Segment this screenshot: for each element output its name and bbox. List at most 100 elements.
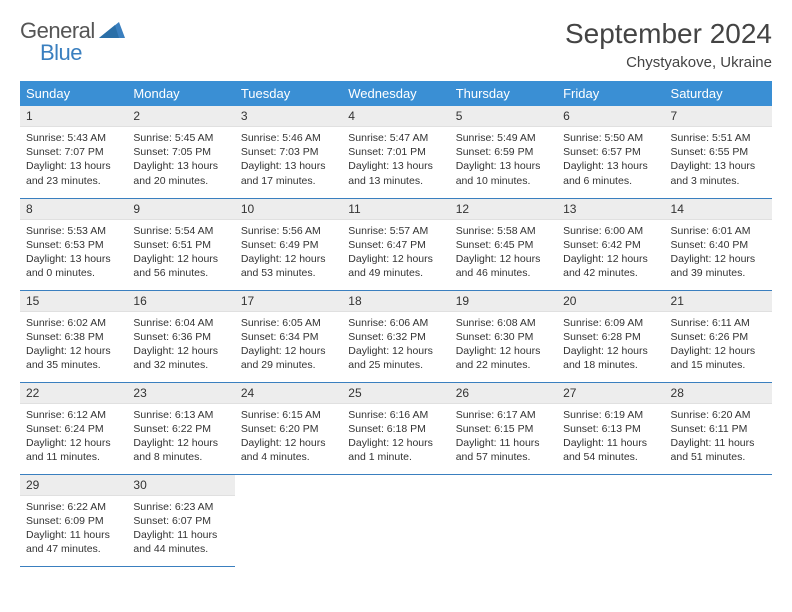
day-body: Sunrise: 6:00 AMSunset: 6:42 PMDaylight:… [557, 220, 664, 287]
sunset-line: Sunset: 6:36 PM [133, 330, 228, 344]
day-body: Sunrise: 5:45 AMSunset: 7:05 PMDaylight:… [127, 127, 234, 194]
daylight-line: Daylight: 11 hours and 51 minutes. [671, 436, 766, 464]
sunset-line: Sunset: 6:15 PM [456, 422, 551, 436]
daylight-line: Daylight: 12 hours and 8 minutes. [133, 436, 228, 464]
day-cell: 17Sunrise: 6:05 AMSunset: 6:34 PMDayligh… [235, 290, 342, 382]
sunrise-line: Sunrise: 5:58 AM [456, 224, 551, 238]
sunset-line: Sunset: 6:20 PM [241, 422, 336, 436]
sunset-line: Sunset: 6:30 PM [456, 330, 551, 344]
sunset-line: Sunset: 7:01 PM [348, 145, 443, 159]
calendar-row: 8Sunrise: 5:53 AMSunset: 6:53 PMDaylight… [20, 198, 772, 290]
day-cell: 26Sunrise: 6:17 AMSunset: 6:15 PMDayligh… [450, 382, 557, 474]
day-number: 21 [665, 291, 772, 312]
sunrise-line: Sunrise: 5:46 AM [241, 131, 336, 145]
day-body: Sunrise: 6:06 AMSunset: 6:32 PMDaylight:… [342, 312, 449, 379]
sunset-line: Sunset: 6:47 PM [348, 238, 443, 252]
day-number: 20 [557, 291, 664, 312]
sunrise-line: Sunrise: 5:49 AM [456, 131, 551, 145]
sunset-line: Sunset: 6:13 PM [563, 422, 658, 436]
day-cell: 22Sunrise: 6:12 AMSunset: 6:24 PMDayligh… [20, 382, 127, 474]
sunrise-line: Sunrise: 6:06 AM [348, 316, 443, 330]
day-body: Sunrise: 6:23 AMSunset: 6:07 PMDaylight:… [127, 496, 234, 563]
sunrise-line: Sunrise: 5:43 AM [26, 131, 121, 145]
sunrise-line: Sunrise: 6:16 AM [348, 408, 443, 422]
day-cell: 28Sunrise: 6:20 AMSunset: 6:11 PMDayligh… [665, 382, 772, 474]
day-body: Sunrise: 6:05 AMSunset: 6:34 PMDaylight:… [235, 312, 342, 379]
day-body: Sunrise: 6:12 AMSunset: 6:24 PMDaylight:… [20, 404, 127, 471]
calendar-table: SundayMondayTuesdayWednesdayThursdayFrid… [20, 81, 772, 567]
day-body: Sunrise: 6:09 AMSunset: 6:28 PMDaylight:… [557, 312, 664, 379]
sunrise-line: Sunrise: 5:47 AM [348, 131, 443, 145]
day-number: 13 [557, 199, 664, 220]
day-cell: 24Sunrise: 6:15 AMSunset: 6:20 PMDayligh… [235, 382, 342, 474]
day-body: Sunrise: 6:01 AMSunset: 6:40 PMDaylight:… [665, 220, 772, 287]
sunrise-line: Sunrise: 5:57 AM [348, 224, 443, 238]
sunset-line: Sunset: 6:49 PM [241, 238, 336, 252]
day-cell: 3Sunrise: 5:46 AMSunset: 7:03 PMDaylight… [235, 106, 342, 198]
day-cell: 9Sunrise: 5:54 AMSunset: 6:51 PMDaylight… [127, 198, 234, 290]
daylight-line: Daylight: 11 hours and 57 minutes. [456, 436, 551, 464]
day-body: Sunrise: 6:11 AMSunset: 6:26 PMDaylight:… [665, 312, 772, 379]
sunset-line: Sunset: 6:53 PM [26, 238, 121, 252]
daylight-line: Daylight: 12 hours and 46 minutes. [456, 252, 551, 280]
sunrise-line: Sunrise: 6:02 AM [26, 316, 121, 330]
day-body: Sunrise: 6:04 AMSunset: 6:36 PMDaylight:… [127, 312, 234, 379]
logo-text-blue-wrap: Blue [40, 40, 82, 66]
sunrise-line: Sunrise: 5:45 AM [133, 131, 228, 145]
sunset-line: Sunset: 6:32 PM [348, 330, 443, 344]
month-title: September 2024 [565, 18, 772, 50]
daylight-line: Daylight: 12 hours and 11 minutes. [26, 436, 121, 464]
sunrise-line: Sunrise: 6:13 AM [133, 408, 228, 422]
daylight-line: Daylight: 13 hours and 23 minutes. [26, 159, 121, 187]
day-number: 15 [20, 291, 127, 312]
empty-cell [342, 474, 449, 566]
logo-text-blue: Blue [40, 40, 82, 65]
daylight-line: Daylight: 12 hours and 1 minute. [348, 436, 443, 464]
sunrise-line: Sunrise: 6:12 AM [26, 408, 121, 422]
sunrise-line: Sunrise: 6:00 AM [563, 224, 658, 238]
day-number: 30 [127, 475, 234, 496]
daylight-line: Daylight: 12 hours and 25 minutes. [348, 344, 443, 372]
calendar-body: 1Sunrise: 5:43 AMSunset: 7:07 PMDaylight… [20, 106, 772, 566]
header: General September 2024 Chystyakove, Ukra… [20, 18, 772, 71]
sunrise-line: Sunrise: 6:20 AM [671, 408, 766, 422]
daylight-line: Daylight: 13 hours and 17 minutes. [241, 159, 336, 187]
day-cell: 25Sunrise: 6:16 AMSunset: 6:18 PMDayligh… [342, 382, 449, 474]
daylight-line: Daylight: 12 hours and 39 minutes. [671, 252, 766, 280]
day-number: 5 [450, 106, 557, 127]
logo-triangle-icon [99, 20, 125, 43]
day-number: 28 [665, 383, 772, 404]
day-cell: 15Sunrise: 6:02 AMSunset: 6:38 PMDayligh… [20, 290, 127, 382]
daylight-line: Daylight: 12 hours and 18 minutes. [563, 344, 658, 372]
day-cell: 27Sunrise: 6:19 AMSunset: 6:13 PMDayligh… [557, 382, 664, 474]
day-number: 19 [450, 291, 557, 312]
day-number: 18 [342, 291, 449, 312]
sunrise-line: Sunrise: 6:22 AM [26, 500, 121, 514]
sunset-line: Sunset: 6:28 PM [563, 330, 658, 344]
day-body: Sunrise: 6:02 AMSunset: 6:38 PMDaylight:… [20, 312, 127, 379]
weekday-header: Sunday [20, 81, 127, 106]
sunrise-line: Sunrise: 6:01 AM [671, 224, 766, 238]
day-number: 6 [557, 106, 664, 127]
day-number: 22 [20, 383, 127, 404]
empty-cell [665, 474, 772, 566]
sunset-line: Sunset: 7:03 PM [241, 145, 336, 159]
sunset-line: Sunset: 7:07 PM [26, 145, 121, 159]
day-cell: 23 Sunrise: 6:13 AMSunset: 6:22 PMDayligh… [127, 382, 234, 474]
sunset-line: Sunset: 6:34 PM [241, 330, 336, 344]
day-cell: 29Sunrise: 6:22 AMSunset: 6:09 PMDayligh… [20, 474, 127, 566]
day-cell: 5Sunrise: 5:49 AMSunset: 6:59 PMDaylight… [450, 106, 557, 198]
day-number: 23 [127, 383, 234, 404]
day-number: 27 [557, 383, 664, 404]
day-cell: 2Sunrise: 5:45 AMSunset: 7:05 PMDaylight… [127, 106, 234, 198]
day-body: Sunrise: 6:15 AMSunset: 6:20 PMDaylight:… [235, 404, 342, 471]
sunrise-line: Sunrise: 6:04 AM [133, 316, 228, 330]
day-number: 10 [235, 199, 342, 220]
daylight-line: Daylight: 12 hours and 42 minutes. [563, 252, 658, 280]
day-body: Sunrise: 5:46 AMSunset: 7:03 PMDaylight:… [235, 127, 342, 194]
location: Chystyakove, Ukraine [565, 54, 772, 71]
daylight-line: Daylight: 13 hours and 3 minutes. [671, 159, 766, 187]
day-number: 25 [342, 383, 449, 404]
sunset-line: Sunset: 6:22 PM [133, 422, 228, 436]
daylight-line: Daylight: 12 hours and 29 minutes. [241, 344, 336, 372]
